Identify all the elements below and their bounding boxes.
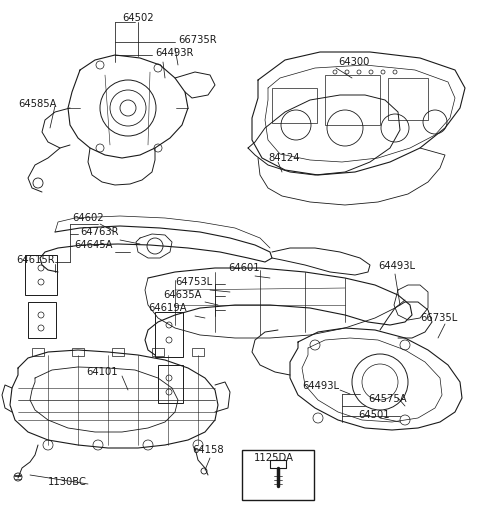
Text: 64493L: 64493L [302, 381, 339, 391]
Text: 64101: 64101 [86, 367, 118, 377]
Bar [155, 312, 183, 357]
Text: 66735R: 66735R [178, 35, 216, 45]
Bar [242, 450, 314, 500]
Text: 64575A: 64575A [368, 394, 407, 404]
Bar [28, 302, 56, 338]
Text: 64158: 64158 [192, 445, 224, 455]
Text: 64493L: 64493L [378, 261, 415, 271]
Text: 1125DA: 1125DA [254, 453, 294, 463]
Text: 64635A: 64635A [163, 290, 202, 300]
Text: 64585A: 64585A [18, 99, 57, 109]
Bar [25, 255, 57, 295]
Text: 64615R: 64615R [16, 255, 55, 265]
Text: 64300: 64300 [338, 57, 370, 67]
Bar [325, 75, 380, 125]
Bar [272, 88, 317, 123]
Text: 64502: 64502 [122, 13, 154, 23]
Text: 64601: 64601 [228, 263, 260, 273]
Bar [32, 348, 44, 356]
Bar [158, 365, 183, 403]
Text: 64753L: 64753L [175, 277, 212, 287]
Text: 84124: 84124 [268, 153, 300, 163]
Bar [112, 348, 124, 356]
Text: 64645A: 64645A [74, 240, 112, 250]
Text: 64501: 64501 [358, 410, 390, 420]
Text: 66735L: 66735L [420, 313, 457, 323]
Text: 64602: 64602 [72, 213, 104, 223]
Text: 64619A: 64619A [148, 303, 187, 313]
Text: 64763R: 64763R [80, 227, 119, 237]
Bar [72, 348, 84, 356]
Bar [192, 348, 204, 356]
Bar [152, 348, 164, 356]
Bar [388, 78, 428, 120]
Text: 64493R: 64493R [155, 48, 193, 58]
Text: 1130BC: 1130BC [48, 477, 87, 487]
